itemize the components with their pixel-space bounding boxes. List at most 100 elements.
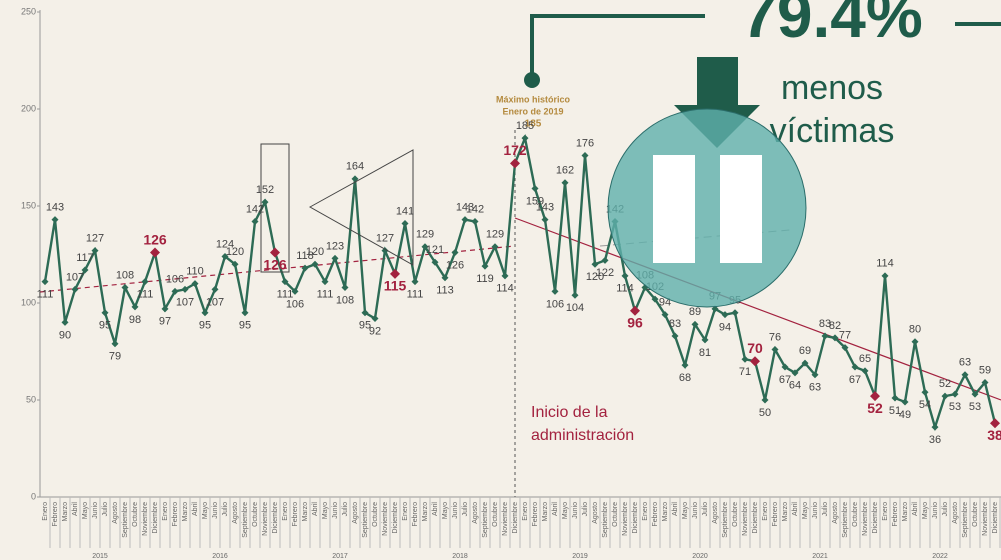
x-tick-label: Diciembre [632, 502, 639, 534]
data-point [601, 256, 609, 264]
data-point [630, 305, 640, 316]
value-label: 110 [186, 266, 204, 278]
value-label: 152 [256, 184, 274, 196]
x-tick-label: Abril [672, 502, 679, 516]
value-label: 90 [59, 329, 71, 341]
value-label: 108 [336, 294, 354, 306]
value-label: 50 [759, 407, 771, 419]
value-label: 69 [799, 345, 811, 357]
x-tick-label: Octubre [612, 502, 619, 527]
x-tick-label: Abril [792, 502, 799, 516]
data-point [390, 268, 400, 279]
x-tick-label: Julio [462, 502, 469, 517]
y-tick-label: 100 [21, 297, 36, 307]
value-label: 142 [466, 203, 484, 215]
x-tick-label: Enero [402, 502, 409, 521]
value-label: 143 [456, 201, 474, 213]
x-tick-label: Septiembre [242, 502, 249, 538]
value-label: 67 [849, 374, 861, 386]
data-point [731, 309, 739, 317]
x-tick-label: Abril [192, 502, 199, 516]
value-label: 79 [109, 351, 121, 363]
x-tick-label: Septiembre [362, 502, 369, 538]
data-point [81, 266, 89, 274]
value-label: 63 [809, 382, 821, 394]
value-label: 54 [919, 399, 931, 411]
data-point [281, 278, 289, 286]
x-tick-label: Octubre [732, 502, 739, 527]
data-point [311, 260, 319, 268]
value-label: 118 [296, 250, 314, 262]
x-tick-label: Mayo [802, 502, 809, 519]
x-tick-label: Agosto [712, 502, 719, 524]
data-point [791, 369, 799, 377]
x-tick-label: Junio [92, 502, 99, 519]
data-point [521, 134, 529, 142]
x-tick-label: Marzo [902, 502, 909, 522]
x-tick-label: Enero [162, 502, 169, 521]
headline-sub: menos [781, 69, 883, 107]
value-label: 70 [747, 340, 763, 356]
x-tick-label: Febrero [412, 502, 419, 527]
x-tick-label: Septiembre [122, 502, 129, 538]
data-point [951, 390, 959, 398]
data-point [781, 363, 789, 371]
value-label: 52 [867, 400, 883, 416]
x-tick-label: Septiembre [842, 502, 849, 538]
data-point [91, 247, 99, 255]
value-label: 53 [949, 401, 961, 413]
x-tick-label: Septiembre [962, 502, 969, 538]
x-tick-label: Abril [912, 502, 919, 516]
value-label: 126 [263, 256, 287, 272]
data-point [51, 216, 59, 224]
value-label: 77 [839, 330, 851, 342]
x-tick-label: Enero [642, 502, 649, 521]
data-point [621, 272, 629, 280]
x-tick-label: Octubre [972, 502, 979, 527]
x-tick-label: Febrero [652, 502, 659, 527]
data-point [541, 216, 549, 224]
data-point [671, 332, 679, 340]
pause-overlay[interactable] [607, 108, 807, 308]
data-point [371, 315, 379, 323]
value-label: 159 [526, 195, 544, 207]
marker-note: Inicio de la [531, 404, 608, 421]
x-tick-label: Mayo [202, 502, 209, 519]
data-point [771, 346, 779, 354]
value-label: 111 [407, 289, 424, 301]
data-point [231, 260, 239, 268]
value-label: 122 [596, 267, 614, 279]
data-point [681, 361, 689, 369]
bracket [530, 14, 705, 80]
x-tick-label: Julio [942, 502, 949, 517]
data-point [121, 283, 129, 291]
x-tick-label: Junio [212, 502, 219, 519]
data-point [431, 258, 439, 266]
year-label: 2015 [92, 553, 108, 560]
x-tick-label: Mayo [82, 502, 89, 519]
x-tick-label: Junio [812, 502, 819, 519]
x-tick-label: Diciembre [752, 502, 759, 534]
annotation: Máximo histórico [496, 94, 571, 104]
overlay-rect [260, 143, 290, 273]
pause-button[interactable] [607, 108, 807, 308]
data-point [451, 249, 459, 257]
value-label: 49 [899, 409, 911, 421]
value-label: 185 [516, 120, 534, 132]
x-tick-label: Enero [282, 502, 289, 521]
value-label: 106 [546, 298, 564, 310]
value-label: 127 [86, 233, 104, 245]
y-tick-label: 250 [21, 6, 36, 16]
value-label: 120 [306, 246, 324, 258]
value-label: 123 [326, 240, 344, 252]
data-point [261, 198, 269, 206]
data-point [131, 303, 139, 311]
data-point [881, 272, 889, 280]
value-label: 65 [859, 353, 871, 365]
x-tick-label: Agosto [112, 502, 119, 524]
x-tick-label: Diciembre [872, 502, 879, 534]
value-label: 38 [987, 427, 1001, 443]
data-point [411, 278, 419, 286]
x-tick-label: Febrero [52, 502, 59, 527]
data-point [941, 392, 949, 400]
